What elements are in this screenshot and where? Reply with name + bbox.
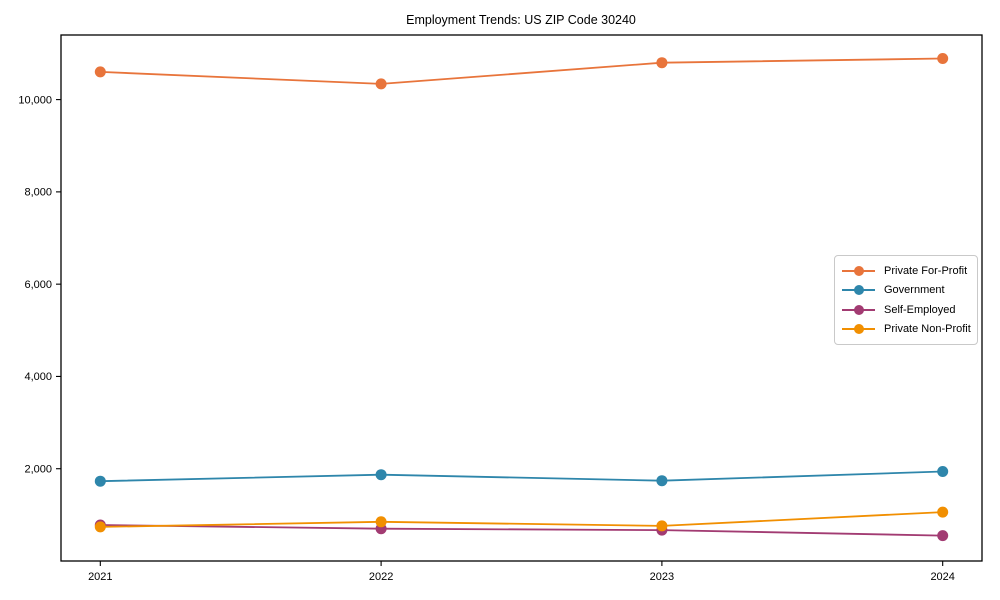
legend-label: Self-Employed: [884, 303, 956, 316]
data-point-government: [937, 466, 949, 477]
series-line-private-for-profit: [100, 57, 943, 85]
series-layer: [94, 53, 949, 542]
data-point-private-non-profit: [937, 506, 949, 518]
y-tick-label: 4,000: [24, 371, 52, 383]
legend-item-private-non-profit: Private Non-Profit: [842, 320, 971, 340]
y-tick-label: 2,000: [24, 464, 52, 476]
legend-item-government: Government: [842, 281, 971, 301]
y-tick-label: 6,000: [24, 279, 52, 291]
data-point-government: [656, 475, 668, 487]
data-point-private-non-profit: [375, 516, 387, 528]
plot-area-border: [60, 34, 983, 562]
data-point-private-for-profit: [656, 57, 668, 69]
legend-line-marker-icon: [842, 265, 875, 277]
x-tick-label: 2022: [369, 571, 393, 583]
data-point-private-non-profit: [656, 520, 668, 532]
series-line-private-non-profit: [100, 511, 943, 528]
legend-line-marker-icon: [842, 323, 875, 335]
x-tick-label: 2024: [930, 571, 954, 583]
data-point-private-for-profit: [937, 53, 949, 64]
data-point-private-for-profit: [375, 78, 387, 90]
series-line-self-employed: [100, 524, 943, 537]
legend-item-private-for-profit: Private For-Profit: [842, 261, 971, 281]
x-tick-label: 2023: [650, 571, 674, 583]
data-point-self-employed: [937, 530, 949, 542]
legend-line-marker-icon: [842, 304, 875, 316]
data-point-private-non-profit: [94, 521, 106, 533]
legend-label: Private Non-Profit: [884, 323, 971, 336]
data-point-private-for-profit: [94, 66, 106, 78]
data-point-government: [94, 475, 106, 487]
legend-label: Private For-Profit: [884, 264, 968, 277]
y-tick-label: 10,000: [18, 94, 52, 106]
x-tick-label: 2021: [88, 571, 112, 583]
legend-item-self-employed: Self-Employed: [842, 300, 971, 320]
chart-title: Employment Trends: US ZIP Code 30240: [406, 13, 636, 27]
series-line-government: [100, 470, 943, 483]
legend-label: Government: [884, 284, 945, 297]
legend: Private For-Profit Government Self-Emplo…: [834, 255, 978, 345]
axes-layer: 2,000 4,000 6,000 8,000 10,000 2021 2022 2023 20…: [18, 94, 955, 583]
legend-line-marker-icon: [842, 284, 875, 296]
data-point-government: [375, 469, 387, 481]
y-tick-label: 8,000: [24, 187, 52, 199]
